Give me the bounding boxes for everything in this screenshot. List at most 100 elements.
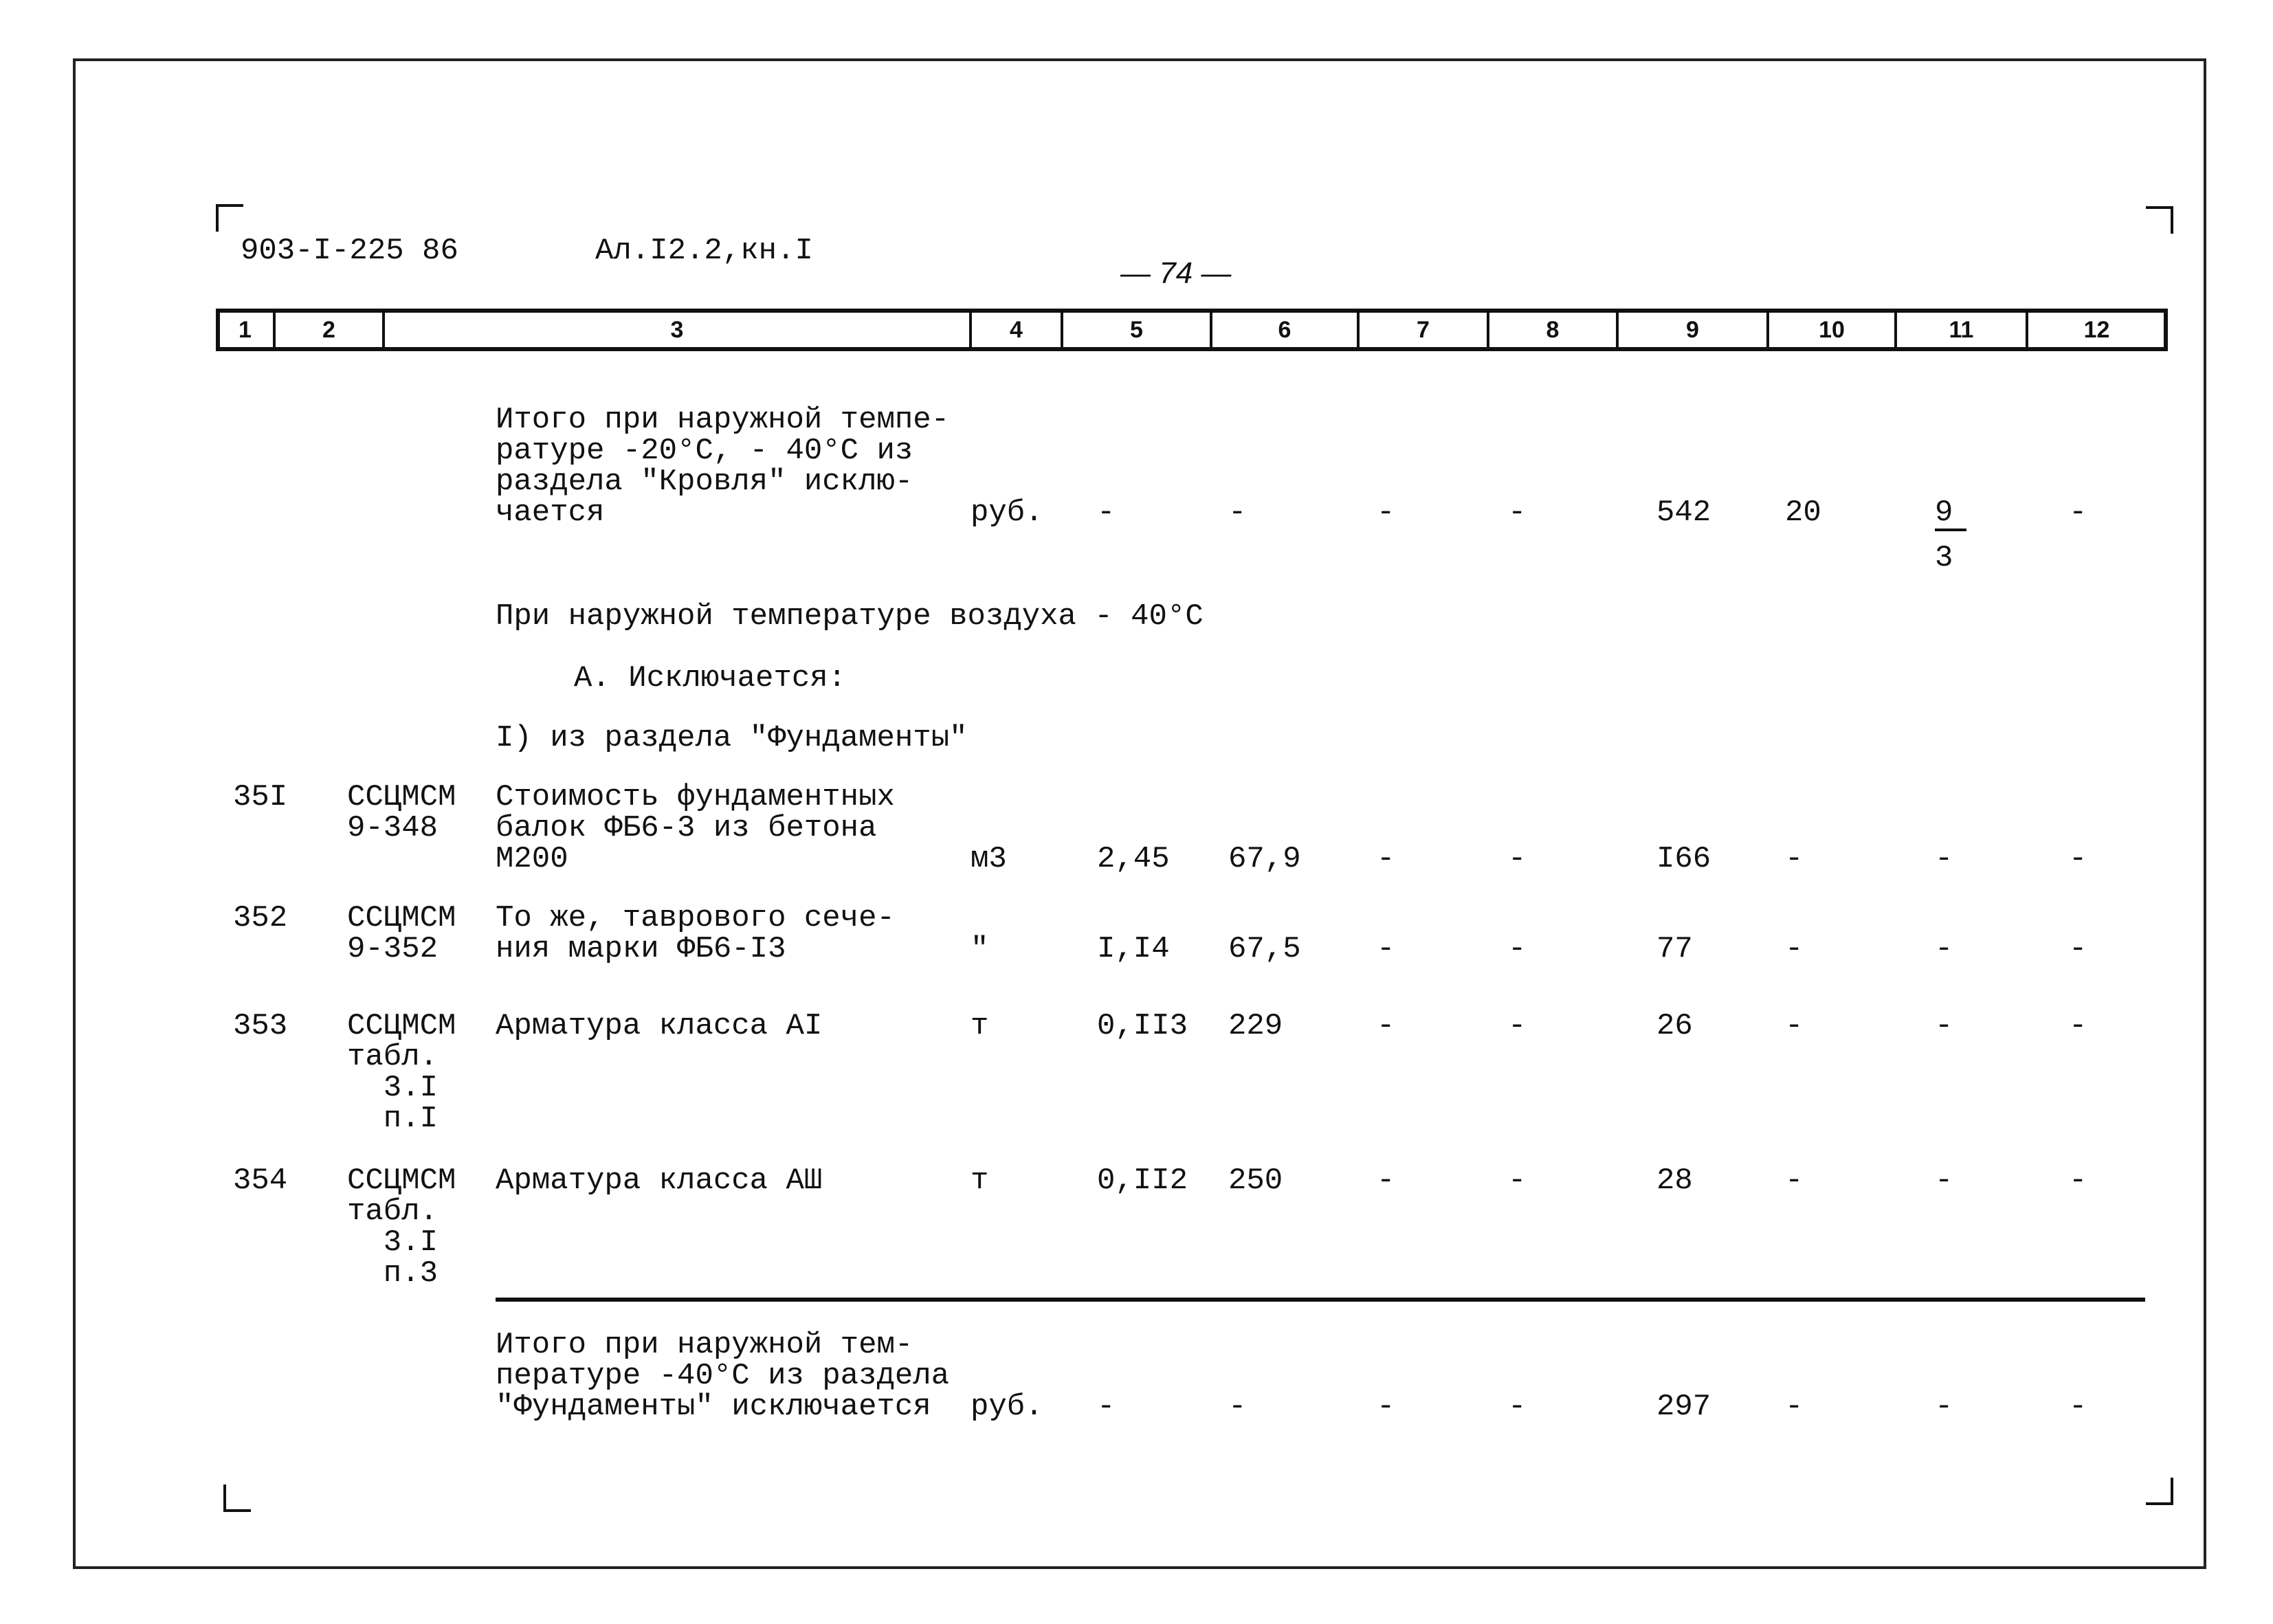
row-code: ССЦМСМ	[347, 901, 456, 935]
roof-total-label: ратуре -20°С, - 40°С из	[496, 434, 913, 468]
row-354-unit: т	[971, 1164, 989, 1198]
column-number-9: 9	[1686, 317, 1699, 343]
row-352-c10: -	[1785, 932, 1804, 966]
row-352-c11: -	[1935, 932, 1953, 966]
roof-total-c9: 542	[1656, 496, 1711, 530]
column-number-4: 4	[1010, 317, 1023, 343]
row-353-c8: -	[1508, 1009, 1527, 1043]
album-reference: Ал.I2.2,кн.I	[595, 234, 813, 268]
row-35I-c11: -	[1935, 842, 1953, 876]
roof-total-c7: -	[1377, 496, 1395, 530]
column-divider	[969, 309, 972, 351]
subsection-heading: I) из раздела "Фундаменты"	[496, 721, 968, 755]
column-number-12: 12	[2083, 317, 2110, 343]
row-description: Стоимость фундаментных	[496, 780, 895, 814]
row-code: ССЦМСМ	[347, 780, 456, 814]
column-number-6: 6	[1278, 317, 1291, 343]
column-divider	[1616, 309, 1619, 351]
row-description: ния марки ФБ6-I3	[496, 932, 786, 966]
row-354-c10: -	[1785, 1164, 1804, 1198]
row-353-c9: 26	[1656, 1009, 1693, 1043]
page-frame	[73, 58, 2206, 1569]
row-code: ССЦМСМ	[347, 1164, 456, 1198]
corner-mark-top-left	[216, 204, 243, 232]
foundation-total-c5: -	[1097, 1390, 1116, 1424]
total-separator-line	[496, 1298, 2145, 1302]
row-description: Арматура класса АI	[496, 1009, 823, 1043]
roof-total-c6: -	[1228, 496, 1247, 530]
row-35I-c7: -	[1377, 842, 1395, 876]
excluded-heading: А. Исключается:	[574, 661, 847, 696]
temperature-heading: При наружной температуре воздуха - 40°С	[496, 599, 1204, 634]
roof-total-label: раздела "Кровля" исклю-	[496, 465, 913, 499]
row-code: табл.	[347, 1194, 439, 1229]
row-description: Арматура класса АШ	[496, 1164, 823, 1198]
column-number-10: 10	[1819, 317, 1845, 343]
column-number-5: 5	[1130, 317, 1143, 343]
corner-mark-bottom-left	[223, 1484, 251, 1512]
document-code: 903-I-225 86	[241, 234, 458, 268]
column-divider	[1357, 309, 1360, 351]
row-code: табл.	[347, 1040, 439, 1074]
roof-total-c11-denominator: 3	[1935, 541, 1953, 575]
roof-total-label: чается	[496, 496, 605, 530]
row-35I-c9: I66	[1656, 842, 1711, 876]
row-number: 353	[233, 1009, 288, 1043]
row-354-c12: -	[2069, 1164, 2087, 1198]
row-number: 35I	[233, 780, 288, 814]
column-number-header	[216, 309, 2168, 351]
row-352-unit: "	[971, 932, 989, 966]
row-code: 9-348	[347, 811, 439, 845]
row-354-c5: 0,II2	[1097, 1164, 1188, 1198]
foundation-total-c6: -	[1228, 1390, 1247, 1424]
column-number-1: 1	[239, 317, 252, 343]
column-divider	[1766, 309, 1769, 351]
foundation-total-c9: 297	[1656, 1390, 1711, 1424]
roof-total-c10: 20	[1785, 496, 1821, 530]
row-354-c8: -	[1508, 1164, 1527, 1198]
row-353-c7: -	[1377, 1009, 1395, 1043]
row-352-c12: -	[2069, 932, 2087, 966]
row-code: 3.I	[347, 1071, 439, 1105]
roof-total-c5: -	[1097, 496, 1116, 530]
column-number-8: 8	[1546, 317, 1560, 343]
row-353-c12: -	[2069, 1009, 2087, 1043]
row-code: п.3	[347, 1256, 439, 1291]
row-354-c9: 28	[1656, 1164, 1693, 1198]
foundation-total-label: Итого при наружной тем-	[496, 1328, 913, 1362]
column-number-7: 7	[1417, 317, 1430, 343]
page-number: — 74 —	[1120, 256, 1232, 290]
roof-total-label: Итого при наружной темпе-	[496, 403, 950, 437]
row-number: 354	[233, 1164, 288, 1198]
row-35I-unit: м3	[971, 842, 1007, 876]
row-number: 352	[233, 901, 288, 935]
row-352-c5: I,I4	[1097, 932, 1170, 966]
column-divider	[382, 309, 385, 351]
row-353-c10: -	[1785, 1009, 1804, 1043]
foundation-total-c8: -	[1508, 1390, 1527, 1424]
column-divider	[2026, 309, 2028, 351]
row-354-c7: -	[1377, 1164, 1395, 1198]
column-number-2: 2	[322, 317, 335, 343]
row-353-unit: т	[971, 1009, 989, 1043]
foundation-total-c11: -	[1935, 1390, 1953, 1424]
corner-mark-top-right	[2146, 206, 2173, 234]
column-divider	[273, 309, 276, 351]
row-code: ССЦМСМ	[347, 1009, 456, 1043]
foundation-total-c10: -	[1785, 1390, 1804, 1424]
column-number-3: 3	[670, 317, 684, 343]
row-352-c8: -	[1508, 932, 1527, 966]
row-353-c6: 229	[1228, 1009, 1283, 1043]
foundation-total-label: "Фундаменты" исключается	[496, 1390, 931, 1424]
row-353-c11: -	[1935, 1009, 1953, 1043]
row-352-c7: -	[1377, 932, 1395, 966]
roof-total-c8: -	[1508, 496, 1527, 530]
row-description: М200	[496, 842, 568, 876]
foundation-total-label: пературе -40°С из раздела	[496, 1359, 950, 1393]
row-35I-c10: -	[1785, 842, 1804, 876]
foundation-total-c7: -	[1377, 1390, 1395, 1424]
foundation-total-unit: руб.	[971, 1390, 1043, 1424]
row-description: балок ФБ6-3 из бетона	[496, 811, 877, 845]
foundation-total-c12: -	[2069, 1390, 2087, 1424]
row-description: То же, таврового сече-	[496, 901, 895, 935]
